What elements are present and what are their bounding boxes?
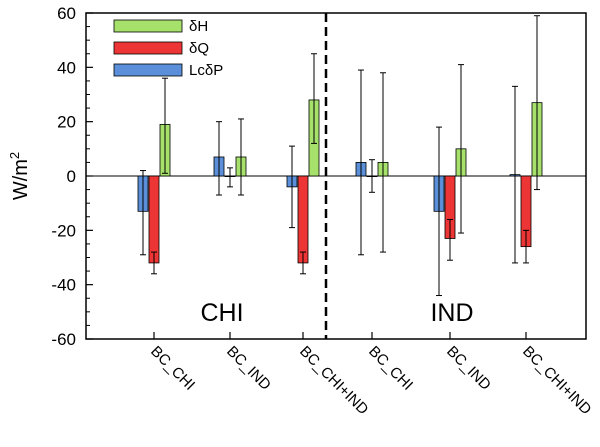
legend-label: LcδP (189, 62, 223, 79)
legend-swatch (113, 63, 183, 77)
plot-area: -60 -40 -20 0 20 40 60 (51, 4, 587, 349)
x-category-label: BC_IND (223, 343, 274, 394)
x-category-label: BC_IND (443, 343, 494, 394)
bar (297, 175, 309, 264)
error-bars (140, 15, 540, 297)
x-category-label: BC_CHI (147, 343, 198, 394)
legend-label: δQ (189, 40, 209, 57)
x-category-label: BC_CHI+IND (519, 343, 594, 418)
legend: δH δQ LcδP (113, 18, 223, 79)
y-tick-label: 0 (67, 167, 76, 186)
bars (137, 99, 543, 264)
legend-label: δH (189, 18, 208, 35)
y-axis-tick-labels: -60 -40 -20 0 20 40 60 (51, 4, 76, 349)
y-tick-label: -60 (51, 330, 76, 349)
y-tick-label: -20 (51, 221, 76, 240)
legend-swatch (113, 19, 183, 33)
y-tick-label: 60 (57, 4, 76, 23)
y-tick-label: 40 (57, 58, 76, 77)
panel-label-ind: IND (430, 299, 473, 327)
panel-label-chi: CHI (200, 299, 243, 327)
bar (148, 175, 160, 264)
y-axis-title: W/m2 (7, 152, 32, 200)
y-tick-label: -40 (51, 276, 76, 295)
y-tick-label: 20 (57, 113, 76, 132)
x-axis-ticks (153, 332, 527, 339)
y-axis-ticks (86, 12, 93, 340)
x-category-label: BC_CHI+IND (296, 343, 371, 418)
x-category-label: BC_CHI (365, 343, 416, 394)
legend-swatch (113, 41, 183, 55)
